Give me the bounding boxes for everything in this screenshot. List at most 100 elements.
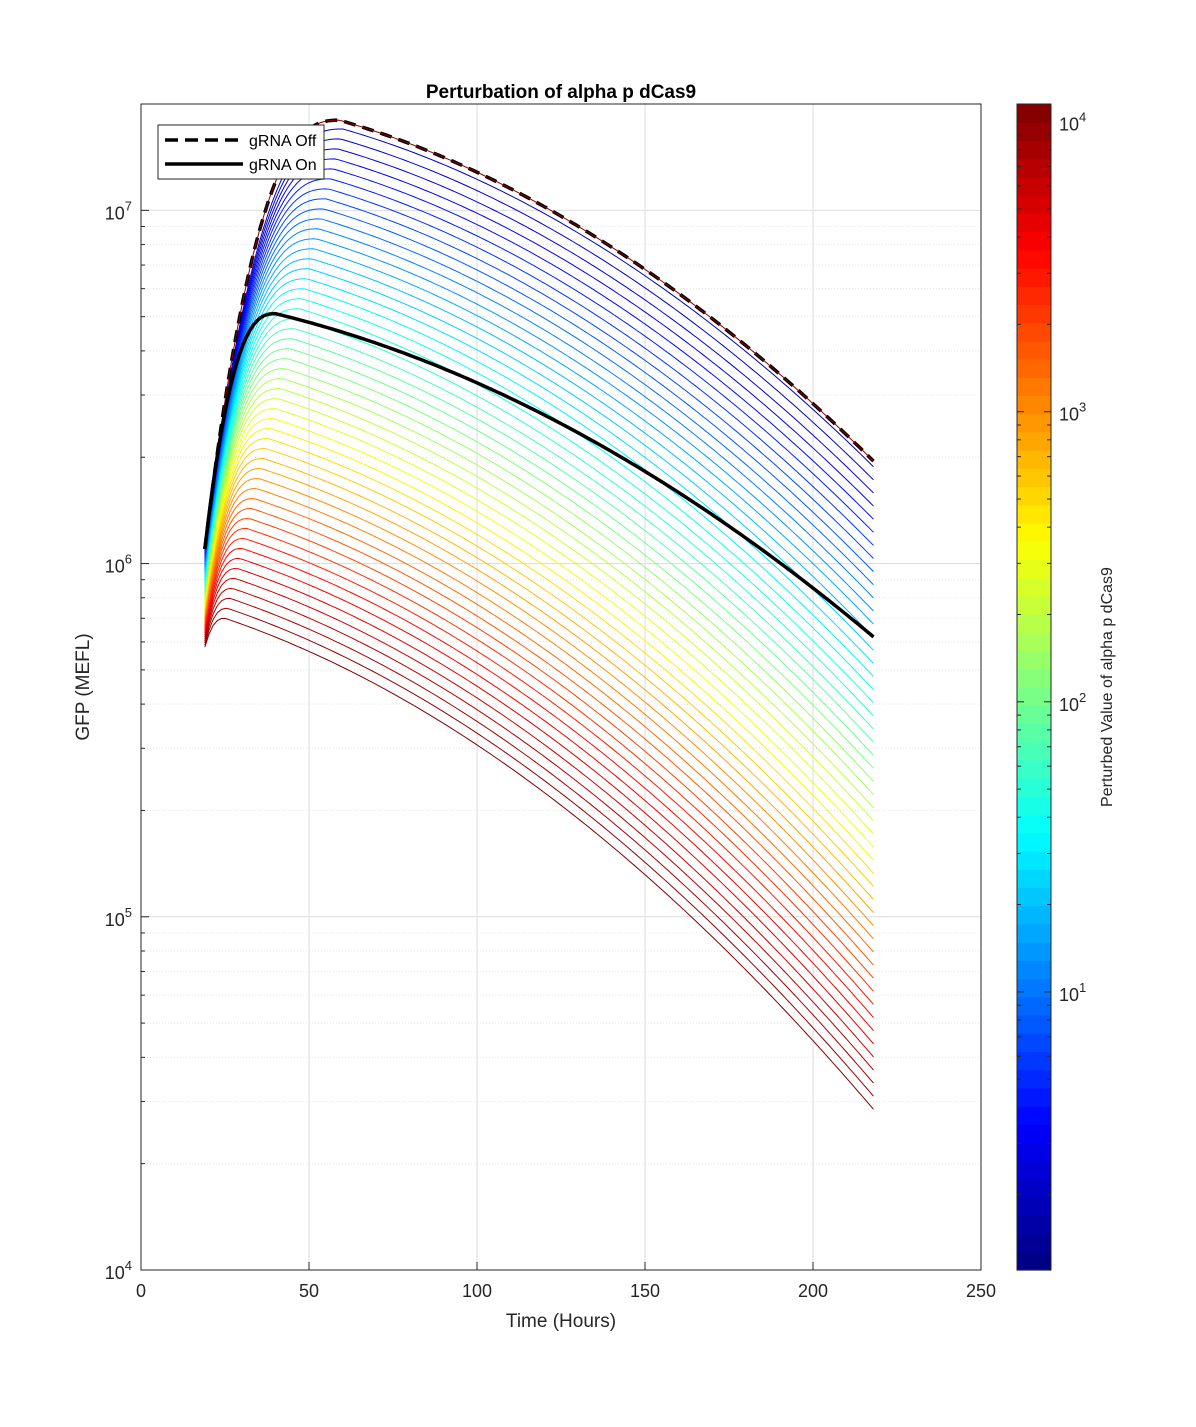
colorbar-tick-label-base: 10 [1059,405,1079,425]
x-tick-label: 150 [630,1281,660,1301]
colorbar-cell [1017,723,1051,743]
colorbar-tick-label: 104 [1059,110,1086,135]
colorbar-label: Perturbed Value of alpha p dCas9 [1099,567,1116,807]
colorbar-cell [1017,1215,1051,1235]
y-tick-label-base: 10 [105,203,125,223]
perturbation-series-line [204,378,874,795]
colorbar-cell [1017,1014,1051,1034]
perturbation-series-line [204,457,874,900]
perturbation-series-line [204,527,874,992]
y-tick-label: 105 [105,905,132,930]
colorbar-cell [1017,1087,1051,1107]
perturbation-series-line [204,438,874,874]
colorbar-cell [1017,1233,1051,1253]
perturbation-series-line [204,198,874,564]
x-axis-label: Time (Hours) [506,1311,616,1332]
colorbar-cell [1017,195,1051,214]
y-tick-label: 106 [105,552,132,577]
perturbation-series-line [204,268,874,651]
perturbation-series-line [204,537,874,1005]
perturbation-series-line [204,218,874,586]
colorbar-frame [1016,103,1052,1271]
colorbar-cell [1017,1069,1051,1089]
plot-background [141,104,981,1270]
colorbar-cell [1017,1106,1051,1125]
perturbation-series-line [204,178,874,560]
colorbar-tick-label: 101 [1059,980,1086,1005]
colorbar-cell [1017,267,1051,287]
y-axis-label: GFP (MEFL) [73,633,94,740]
colorbar-cell [1017,176,1051,196]
chart-title: Perturbation of alpha p dCas9 [426,82,696,103]
perturbation-series-line [204,428,874,861]
x-tick-label: 200 [798,1281,828,1301]
perturbation-series-line [204,248,874,625]
perturbation-series-line [204,557,874,1031]
perturbation-series-line [204,298,874,691]
legend: gRNA Off gRNA On [157,124,325,180]
y-tick-label-exponent: 7 [125,198,132,213]
y-tick-label: 107 [105,198,132,223]
colorbar-cell [1017,304,1051,324]
colorbar-cell [1017,340,1051,360]
colorbar-cell [1017,1142,1051,1162]
perturbation-series-line [204,487,874,940]
perturbation-series-line [204,388,874,809]
colorbar-cell [1017,923,1051,943]
perturbation-series-group [204,128,874,1110]
colorbar-cell [1017,140,1051,160]
colorbar-cell [1017,1178,1051,1198]
colorbar-cell [1017,650,1051,670]
colorbar-tick-label: 103 [1059,400,1086,425]
colorbar-tick-label-base: 10 [1059,115,1079,135]
colorbar-cell [1017,249,1051,269]
colorbar-cell [1017,158,1051,178]
plot-frame [140,103,982,1271]
colorbar-cell [1017,850,1051,870]
colorbar-tick-label: 102 [1059,690,1086,715]
legend-label-grna-off: gRNA Off [249,133,317,150]
perturbation-series-line [204,398,874,822]
colorbar-cell [1017,431,1051,451]
perturbation-series-line [204,597,874,1084]
colorbar-cell [1017,996,1051,1016]
y-tick-label-base: 10 [105,1263,125,1283]
perturbation-series-line [204,288,874,677]
colorbar-cell [1017,1124,1051,1144]
colorbar-cell [1017,359,1051,378]
colorbar-cell [1017,413,1051,433]
perturbation-series-line [204,238,874,612]
y-tick-label-base: 10 [105,557,125,577]
colorbar-cell [1017,1197,1051,1216]
legend-label-grna-on: gRNA On [249,157,317,174]
x-tick-label: 50 [299,1281,319,1301]
legend-box [157,124,325,180]
colorbar-cell [1017,960,1051,980]
colorbar-cell [1017,541,1051,561]
colorbar-cell [1017,450,1051,469]
colorbar-cell [1017,905,1051,925]
colorbar-cell [1017,759,1051,779]
perturbation-series-line [204,368,874,782]
colorbar-gradient [1017,104,1051,1271]
colorbar-tick-label-exponent: 1 [1079,980,1086,995]
colorbar-cell [1017,832,1051,852]
colorbar-tick-label-base: 10 [1059,695,1079,715]
perturbation-series-line [204,587,874,1071]
perturbation-series-line [204,618,874,1110]
colorbar-cell [1017,559,1051,579]
x-axis-ticks: 0 50 100 150 200 250 [136,1262,996,1301]
perturbation-series-line [204,338,874,743]
series-grna-on-line [203,311,875,639]
colorbar-cell [1017,286,1051,306]
colorbar-cell [1017,523,1051,542]
perturbation-series-line [204,507,874,966]
y-tick-label-base: 10 [105,910,125,930]
perturbation-series-line [204,358,874,769]
colorbar-cell [1017,814,1051,834]
colorbar-cell [1017,705,1051,725]
